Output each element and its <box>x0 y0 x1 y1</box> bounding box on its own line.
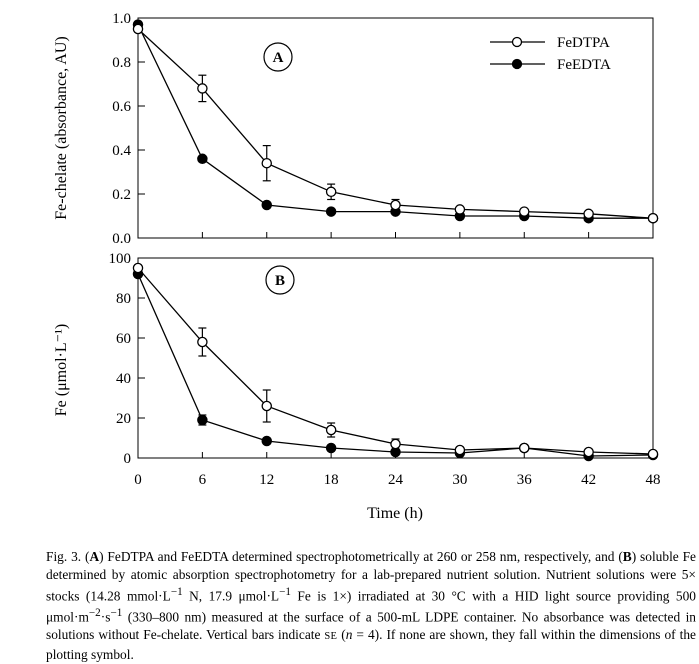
x-tick-label: 0 <box>134 472 142 488</box>
caption-text-5: ·s <box>100 609 111 625</box>
panel-b-ytick-label: 0 <box>124 451 132 467</box>
panel-a-letter: A <box>273 50 284 66</box>
legend-label-fedtpa: FeDTPA <box>557 35 610 51</box>
panel-a-ytick-label: 0.6 <box>112 99 131 115</box>
panel-b-point-fedtpa <box>519 442 530 454</box>
legend-marker-fedtpa <box>511 36 523 48</box>
panel-b-ytick-label: 20 <box>116 411 131 427</box>
panel-b-series-line-fedtpa <box>137 267 654 455</box>
x-axis-title: Time (h) <box>367 505 423 522</box>
panel-a-ytick-label: 0.4 <box>112 143 131 159</box>
panel-a-ytick-label: 0.8 <box>112 55 131 71</box>
caption-text-4: Fe is 1×) irradiated at 30 °C with a HID… <box>46 588 696 625</box>
caption-sup-2: −1 <box>279 585 291 598</box>
legend-marker-feedta <box>511 58 523 70</box>
panel-b-ytick-label: 40 <box>116 371 131 387</box>
panel-a-point-fedtpa <box>132 23 144 35</box>
panel-b-point-fedtpa <box>261 400 272 412</box>
panel-a-point-fedtpa <box>390 199 401 211</box>
caption-fig: Fig. 3. <box>46 549 82 564</box>
panel-a-ytick-label: 0.0 <box>112 231 131 247</box>
x-tick-label: 48 <box>646 472 661 488</box>
panel-b-point-fedtpa <box>454 444 466 456</box>
panel-a-point-feedta <box>325 206 337 217</box>
panel-a-point-feedta <box>261 199 272 211</box>
panel-a-ytick-label: 0.2 <box>112 187 131 203</box>
panel-a-point-fedtpa <box>454 204 466 215</box>
x-tick-label: 30 <box>452 472 467 488</box>
panel-b-letter-circle <box>265 265 295 295</box>
panel-b-point-fedtpa <box>197 336 208 348</box>
panel-a-point-fedtpa <box>583 208 594 220</box>
caption-b-letter: B <box>622 549 632 564</box>
panel-b-point-feedta <box>197 414 208 426</box>
panel-b-point-fedtpa <box>647 448 659 460</box>
panel-b-point-fedtpa <box>132 262 144 274</box>
panel-a-letter-circle <box>263 42 293 72</box>
caption-a-open: ( <box>84 549 90 564</box>
panel-b-series-line-feedta <box>137 273 654 457</box>
caption-text-8: = 4). If none are shown, they fall withi… <box>46 627 696 662</box>
caption-text-7: ( <box>337 627 346 643</box>
caption-sup-3: −2 <box>88 606 101 619</box>
x-tick-label: 6 <box>199 472 207 488</box>
x-tick-label: 24 <box>388 472 404 488</box>
panel-b-ytick-label: 80 <box>116 291 131 307</box>
panel-b-point-feedta <box>261 435 272 447</box>
caption-sup-4: −1 <box>110 606 123 619</box>
x-tick-label: 18 <box>324 472 339 488</box>
panel-a-point-fedtpa <box>197 83 208 94</box>
panel-a-series-line-feedta <box>137 24 653 219</box>
panel-b-ylabel: Fe (μmol·L⁻¹) <box>53 324 70 416</box>
panel-b-ytick-label: 100 <box>109 251 132 267</box>
panel-a-point-feedta <box>197 153 208 165</box>
caption-se: SE <box>324 631 338 643</box>
figure-caption: Fig. 3. (A) FeDTPA and FeEDTA determined… <box>46 548 696 664</box>
panel-b-point-fedtpa <box>325 424 337 436</box>
panel-b-point-fedtpa <box>583 446 594 458</box>
panel-b-point-fedtpa <box>390 438 401 450</box>
legend: FeDTPA FeEDTA <box>490 35 611 73</box>
legend-label-feedta: FeEDTA <box>557 57 611 73</box>
panel-a-point-fedtpa <box>647 212 659 224</box>
x-tick-label: 42 <box>581 472 596 488</box>
x-tick-label: 36 <box>517 472 533 488</box>
caption-b-open: ( <box>618 549 623 564</box>
caption-a-close: ) <box>99 549 104 564</box>
figure: Fe-chelate (absorbance, AU) Fe (μmol·L⁻¹… <box>53 11 661 522</box>
panel-b-letter: B <box>275 273 285 289</box>
panel-b-frame <box>137 257 654 459</box>
panel-a-point-fedtpa <box>325 186 337 198</box>
caption-text-6: (330–800 nm) measured at the surface of … <box>46 609 696 643</box>
caption-text-3: N, 17.9 μmol·L <box>182 588 280 604</box>
panel-b-ytick-label: 60 <box>116 331 131 347</box>
caption-sup-1: −1 <box>170 585 183 598</box>
caption-a-letter: A <box>89 549 100 564</box>
caption-text-1: FeDTPA and FeEDTA determined spectrophot… <box>103 549 619 564</box>
panel-a-point-fedtpa <box>519 206 530 217</box>
panel-a-point-fedtpa <box>261 157 272 169</box>
caption-b-close: ) <box>631 549 637 564</box>
panel-b-point-feedta <box>325 442 337 454</box>
panel-a-ytick-label: 1.0 <box>112 11 131 27</box>
panel-a-ylabel: Fe-chelate (absorbance, AU) <box>53 36 70 219</box>
x-tick-label: 12 <box>259 472 274 488</box>
caption-text-2: soluble Fe determined by atomic absorpti… <box>46 549 696 604</box>
caption-n: n <box>345 627 353 643</box>
